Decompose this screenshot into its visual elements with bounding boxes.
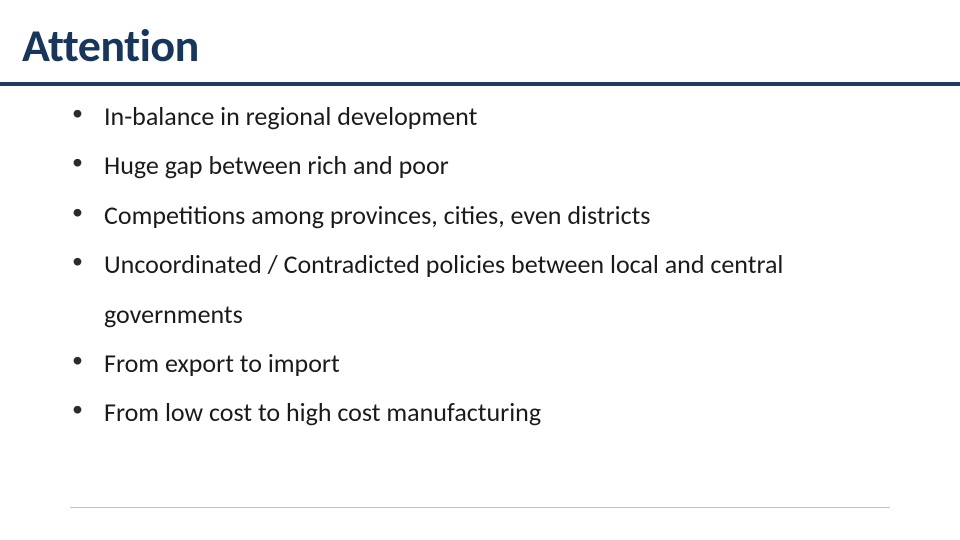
content-area: In-balance in regional development Huge … bbox=[0, 74, 960, 438]
list-item: In-balance in regional development bbox=[72, 92, 920, 141]
title-underline bbox=[0, 82, 960, 86]
list-item: Competitions among provinces, cities, ev… bbox=[72, 191, 920, 240]
footer-underline bbox=[70, 507, 890, 508]
slide-title: Attention bbox=[22, 18, 960, 74]
list-item: From export to import bbox=[72, 339, 920, 388]
list-item: Uncoordinated / Contradicted policies be… bbox=[72, 240, 920, 339]
list-item: From low cost to high cost manufacturing bbox=[72, 388, 920, 437]
bullet-list: In-balance in regional development Huge … bbox=[72, 92, 920, 438]
title-area: Attention bbox=[0, 0, 960, 74]
slide: { "title": "Attention", "title_color": "… bbox=[0, 0, 960, 540]
list-item: Huge gap between rich and poor bbox=[72, 141, 920, 190]
